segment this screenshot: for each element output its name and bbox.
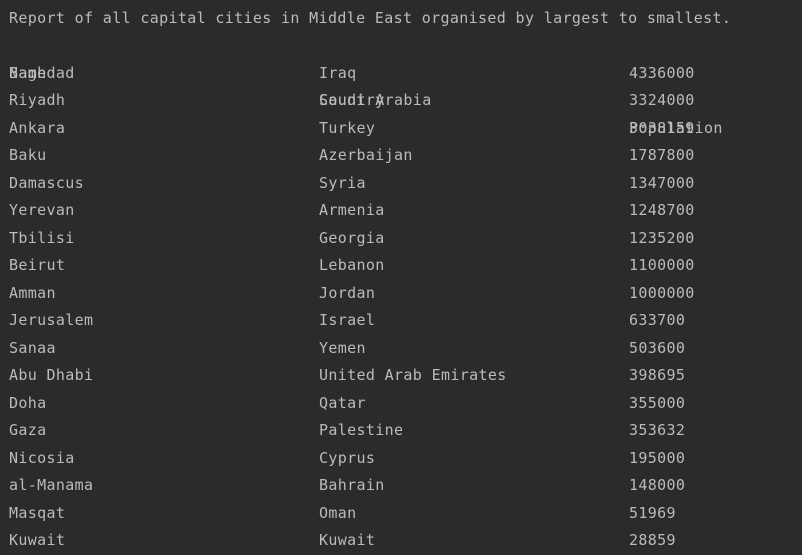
report-title: Report of all capital cities in Middle E…: [9, 8, 732, 27]
cell-population: 355000: [629, 393, 686, 412]
table-row: Masqat Oman 51969: [9, 500, 789, 528]
header-population: Population: [629, 118, 723, 137]
cell-population: 1248700: [629, 201, 695, 219]
cell-population: 1787800: [629, 146, 695, 164]
cell-population: 1100000: [629, 256, 695, 274]
cell-country: Lebanon: [319, 256, 385, 274]
cell-country: Azerbaijan: [319, 146, 413, 164]
cell-name: Nicosia: [9, 448, 75, 467]
cell-population: 3324000: [629, 91, 695, 109]
cell-population: 4336000: [629, 63, 695, 82]
cell-country: Palestine: [319, 421, 404, 439]
cell-country: Oman: [319, 503, 357, 522]
cell-population: 353632: [629, 421, 686, 439]
table-row: Riyadh Saudi Arabia 3324000: [9, 87, 789, 115]
table-row: Baku Azerbaijan 1787800: [9, 142, 789, 170]
cell-country: Turkey: [319, 118, 376, 137]
table-row: Nicosia Cyprus 195000: [9, 445, 789, 473]
cell-name: Amman: [9, 283, 56, 302]
cell-name: Yerevan: [9, 201, 75, 219]
cell-name: Baghdad: [9, 63, 75, 82]
table-row: Damascus Syria 1347000: [9, 170, 789, 198]
cell-population: 195000: [629, 448, 686, 467]
cell-country: Qatar: [319, 393, 366, 412]
cell-population: 148000: [629, 476, 686, 494]
cell-name: Doha: [9, 393, 47, 412]
cell-name: Riyadh: [9, 91, 66, 109]
cell-country: Bahrain: [319, 476, 385, 494]
table-header: Name Country Population: [9, 32, 789, 137]
cell-population: 28859: [629, 531, 676, 549]
cell-country: Iraq: [319, 63, 357, 82]
cell-name: Kuwait: [9, 531, 66, 549]
cell-name: Masqat: [9, 503, 66, 522]
table-row: Doha Qatar 355000: [9, 390, 789, 418]
cell-name: Gaza: [9, 421, 47, 439]
cell-country: Syria: [319, 173, 366, 192]
cell-population: 1347000: [629, 173, 695, 192]
cell-country: Yemen: [319, 338, 366, 357]
cell-name: Beirut: [9, 256, 66, 274]
table-row: Yerevan Armenia 1248700: [9, 197, 789, 225]
cell-country: United Arab Emirates: [319, 366, 507, 384]
table-row: Sanaa Yemen 503600: [9, 335, 789, 363]
header-name: Name: [9, 63, 47, 82]
cell-country: Saudi Arabia: [319, 91, 432, 109]
table-row: al-Manama Bahrain 148000: [9, 472, 789, 500]
cell-name: Abu Dhabi: [9, 366, 94, 384]
cell-population: 633700: [629, 311, 686, 329]
cell-population: 51969: [629, 503, 676, 522]
cell-country: Cyprus: [319, 448, 376, 467]
cell-country: Georgia: [319, 228, 385, 247]
cell-name: Jerusalem: [9, 311, 94, 329]
cell-name: al-Manama: [9, 476, 94, 494]
cell-country: Armenia: [319, 201, 385, 219]
cell-population: 398695: [629, 366, 686, 384]
header-country: Country: [319, 91, 385, 109]
table-row: Baghdad Iraq 4336000: [9, 60, 789, 88]
cell-country: Israel: [319, 311, 376, 329]
table-row: Kuwait Kuwait 28859: [9, 527, 789, 555]
cell-population: 1235200: [629, 228, 695, 247]
cell-name: Tbilisi: [9, 228, 75, 247]
cell-name: Baku: [9, 146, 47, 164]
table-row: Gaza Palestine 353632: [9, 417, 789, 445]
cell-country: Jordan: [319, 283, 376, 302]
table-row: Abu Dhabi United Arab Emirates 398695: [9, 362, 789, 390]
table-row: Jerusalem Israel 633700: [9, 307, 789, 335]
table-row: Amman Jordan 1000000: [9, 280, 789, 308]
cell-name: Sanaa: [9, 338, 56, 357]
cell-population: 1000000: [629, 283, 695, 302]
cell-country: Kuwait: [319, 531, 376, 549]
table-row: Ankara Turkey 3038159: [9, 115, 789, 143]
cell-name: Damascus: [9, 173, 85, 192]
cell-name: Ankara: [9, 118, 66, 137]
cell-population: 503600: [629, 338, 686, 357]
table-row: Beirut Lebanon 1100000: [9, 252, 789, 280]
cell-population: 3038159: [629, 118, 695, 137]
table-row: Tbilisi Georgia 1235200: [9, 225, 789, 253]
